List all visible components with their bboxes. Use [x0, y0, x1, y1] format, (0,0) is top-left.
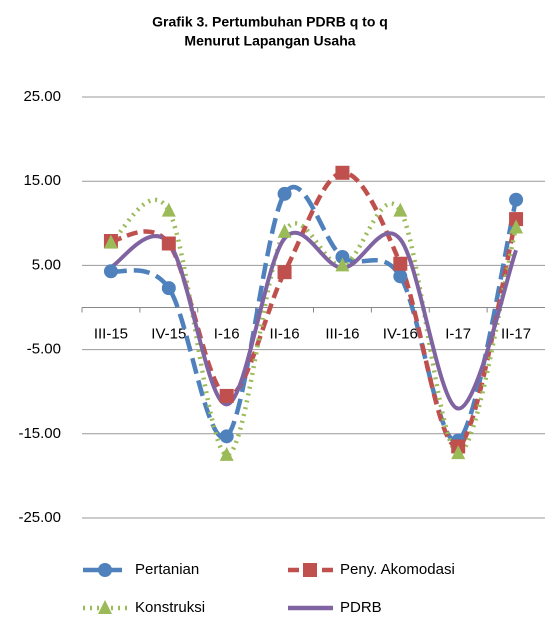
- y-tick-label: -25.00: [18, 509, 61, 526]
- chart-title: Grafik 3. Pertumbuhan PDRB q to q: [152, 14, 388, 30]
- legend-label: Peny. Akomodasi: [340, 561, 455, 578]
- marker: [335, 257, 350, 272]
- legend-label: PDRB: [340, 599, 382, 616]
- marker: [219, 388, 234, 403]
- marker: [451, 445, 466, 460]
- marker: [277, 223, 292, 238]
- y-tick-label: 25.00: [23, 88, 61, 105]
- series-line: [109, 197, 519, 458]
- marker: [219, 446, 234, 461]
- x-tick-label: III-16: [325, 325, 359, 342]
- marker: [161, 202, 176, 217]
- x-tick-label: I-16: [214, 325, 240, 342]
- legend-label: Pertanian: [135, 561, 199, 578]
- legend-label: Konstruksi: [135, 599, 205, 616]
- marker: [277, 186, 292, 201]
- marker: [303, 563, 317, 577]
- y-tick-label: 5.00: [32, 256, 61, 273]
- marker: [161, 236, 176, 251]
- x-tick-label: III-15: [94, 325, 128, 342]
- y-tick-label: -15.00: [18, 425, 61, 442]
- marker: [335, 165, 350, 180]
- marker: [509, 212, 524, 227]
- marker: [103, 234, 118, 249]
- chart-title: Menurut Lapangan Usaha: [184, 33, 355, 49]
- marker: [161, 281, 176, 296]
- x-tick-label: IV-16: [383, 325, 418, 342]
- marker: [98, 563, 112, 577]
- y-tick-label: 15.00: [23, 172, 61, 189]
- x-tick-label: I-17: [445, 325, 471, 342]
- marker: [335, 249, 350, 264]
- marker: [219, 429, 234, 444]
- marker: [103, 264, 118, 279]
- series-line: [110, 184, 519, 444]
- marker: [277, 265, 292, 280]
- marker: [98, 600, 112, 614]
- series-line: [109, 230, 518, 411]
- x-tick-label: II-17: [501, 325, 531, 342]
- x-tick-label: IV-15: [151, 325, 186, 342]
- x-tick-label: II-16: [270, 325, 300, 342]
- marker: [509, 219, 524, 234]
- marker: [393, 256, 408, 271]
- y-tick-label: -5.00: [27, 341, 61, 358]
- marker: [393, 202, 408, 217]
- marker: [509, 192, 524, 207]
- marker: [393, 269, 408, 284]
